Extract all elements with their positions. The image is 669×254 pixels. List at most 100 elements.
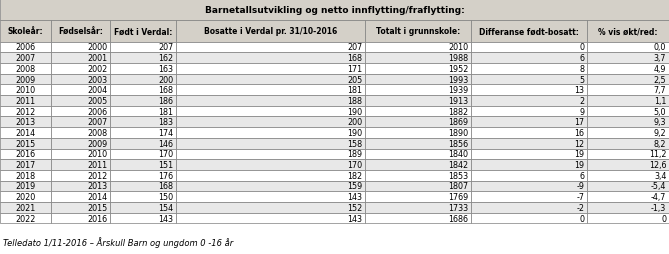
Bar — [0, 170, 52, 181]
Bar — [587, 64, 669, 74]
Text: 5: 5 — [579, 75, 584, 84]
Text: -7: -7 — [576, 193, 584, 201]
Bar — [587, 138, 669, 149]
Text: 2000: 2000 — [87, 43, 108, 52]
Text: 143: 143 — [348, 193, 363, 201]
Text: 8: 8 — [579, 65, 584, 74]
Bar — [471, 42, 587, 53]
Text: 181: 181 — [158, 107, 173, 116]
Bar — [52, 170, 110, 181]
Bar — [176, 170, 365, 181]
Text: 5,0: 5,0 — [654, 107, 666, 116]
Text: 190: 190 — [347, 129, 363, 137]
Bar — [365, 85, 471, 96]
Bar — [52, 213, 110, 224]
Bar — [365, 74, 471, 85]
Bar — [471, 96, 587, 106]
Bar — [52, 202, 110, 213]
Text: 170: 170 — [158, 150, 173, 159]
Text: Differanse født-bosatt:: Differanse født-bosatt: — [479, 27, 579, 36]
Bar — [176, 149, 365, 160]
Bar — [365, 53, 471, 64]
Text: 9: 9 — [579, 107, 584, 116]
Bar — [110, 21, 176, 42]
Text: 2011: 2011 — [15, 97, 36, 105]
Bar — [52, 74, 110, 85]
Text: 1882: 1882 — [448, 107, 468, 116]
Text: 1890: 1890 — [448, 129, 468, 137]
Bar — [365, 138, 471, 149]
Text: 0: 0 — [662, 214, 666, 223]
Text: -1,3: -1,3 — [651, 203, 666, 212]
Text: Skoleår:: Skoleår: — [8, 27, 43, 36]
Text: 2009: 2009 — [15, 75, 36, 84]
Text: 2006: 2006 — [15, 43, 36, 52]
Text: 0: 0 — [579, 43, 584, 52]
Bar — [52, 42, 110, 53]
Text: 207: 207 — [158, 43, 173, 52]
Bar — [52, 117, 110, 128]
Bar — [0, 106, 52, 117]
Text: 6: 6 — [579, 54, 584, 63]
Text: 1842: 1842 — [448, 161, 468, 169]
Bar — [0, 0, 669, 21]
Bar — [110, 138, 176, 149]
Text: 2011: 2011 — [87, 161, 108, 169]
Bar — [471, 213, 587, 224]
Text: 2014: 2014 — [87, 193, 108, 201]
Text: 9,2: 9,2 — [654, 129, 666, 137]
Text: 2008: 2008 — [15, 65, 36, 74]
Text: 1733: 1733 — [448, 203, 468, 212]
Bar — [176, 42, 365, 53]
Text: 1686: 1686 — [448, 214, 468, 223]
Bar — [587, 96, 669, 106]
Text: 163: 163 — [158, 65, 173, 74]
Text: 154: 154 — [158, 203, 173, 212]
Bar — [52, 181, 110, 192]
Bar — [176, 96, 365, 106]
Bar — [52, 64, 110, 74]
Bar — [176, 21, 365, 42]
Text: 2010: 2010 — [448, 43, 468, 52]
Bar — [365, 160, 471, 170]
Bar — [471, 192, 587, 202]
Bar — [176, 117, 365, 128]
Text: 2: 2 — [579, 97, 584, 105]
Text: 2022: 2022 — [15, 214, 36, 223]
Bar — [471, 170, 587, 181]
Bar — [471, 117, 587, 128]
Text: 2008: 2008 — [87, 129, 108, 137]
Bar — [365, 106, 471, 117]
Bar — [0, 160, 52, 170]
Text: 143: 143 — [348, 214, 363, 223]
Text: 171: 171 — [347, 65, 363, 74]
Bar — [471, 53, 587, 64]
Text: 146: 146 — [158, 139, 173, 148]
Bar — [0, 181, 52, 192]
Bar — [176, 74, 365, 85]
Bar — [176, 53, 365, 64]
Text: 1869: 1869 — [448, 118, 468, 127]
Bar — [176, 202, 365, 213]
Bar — [587, 42, 669, 53]
Text: 9,3: 9,3 — [654, 118, 666, 127]
Bar — [176, 160, 365, 170]
Bar — [587, 213, 669, 224]
Bar — [52, 53, 110, 64]
Text: 2013: 2013 — [87, 182, 108, 191]
Bar — [176, 213, 365, 224]
Text: 2003: 2003 — [87, 75, 108, 84]
Text: Totalt i grunnskole:: Totalt i grunnskole: — [376, 27, 460, 36]
Text: 17: 17 — [574, 118, 584, 127]
Text: Telledato 1/11-2016 – Årskull Barn og ungdom 0 -16 år: Telledato 1/11-2016 – Årskull Barn og un… — [3, 236, 233, 247]
Text: 205: 205 — [347, 75, 363, 84]
Text: 19: 19 — [574, 161, 584, 169]
Text: 200: 200 — [347, 118, 363, 127]
Bar — [0, 138, 52, 149]
Bar — [52, 96, 110, 106]
Bar — [0, 149, 52, 160]
Bar — [110, 192, 176, 202]
Text: 168: 168 — [158, 86, 173, 95]
Bar — [0, 128, 52, 138]
Text: 152: 152 — [347, 203, 363, 212]
